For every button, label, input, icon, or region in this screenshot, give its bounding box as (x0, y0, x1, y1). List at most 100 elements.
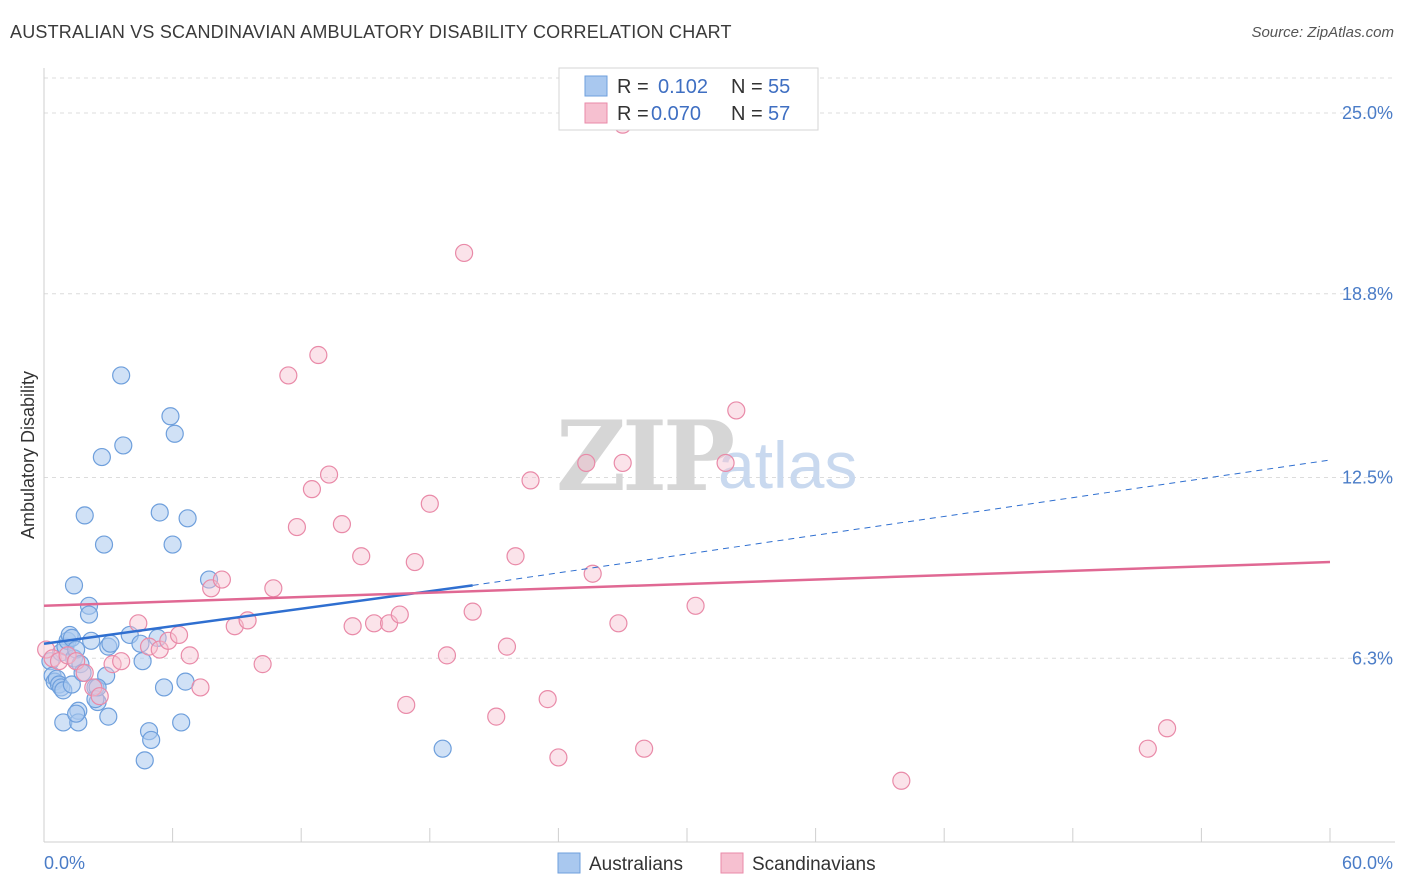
scandinavians-point (497, 637, 517, 656)
scandinavians-point (352, 547, 371, 566)
y-tick-label: 25.0% (1342, 103, 1393, 123)
x-tick-label: 0.0% (44, 853, 85, 873)
source-label: Source: ZipAtlas.com (1251, 24, 1394, 41)
scandinavians-point (549, 748, 568, 767)
scandinavians-point (159, 631, 178, 650)
legend-n-value: 57 (768, 103, 790, 125)
scandinavians-point (139, 637, 159, 656)
scandinavians-point (454, 243, 474, 263)
scandinavians-point (487, 707, 506, 726)
australians-trend-line (43, 584, 473, 645)
legend-r-value: 0.102 (658, 76, 708, 98)
scandinavians-point (506, 547, 525, 566)
scandinavians-point (319, 465, 339, 484)
australians-point (142, 730, 161, 750)
y-axis-title: Ambulatory Disability (18, 371, 38, 539)
australians-point (75, 506, 94, 525)
scandinavians-point (264, 579, 283, 598)
scandinavians-point (191, 678, 210, 697)
legend-label-australians: Australians (589, 854, 683, 875)
scandinavians-point (635, 739, 654, 758)
scandinavians-point (397, 695, 416, 715)
chart-title: AUSTRALIAN VS SCANDINAVIAN AMBULATORY DI… (10, 22, 732, 42)
scandinavians-point (112, 652, 131, 671)
australians-point (150, 503, 169, 522)
australians-point (82, 631, 101, 650)
australians-point (178, 509, 197, 528)
australians-point (62, 675, 81, 694)
scandinavians-point (437, 646, 457, 665)
legend-r-value: 0.070 (651, 103, 701, 125)
axes (43, 68, 1395, 843)
legend-swatch-scandinavians (584, 102, 608, 124)
legend-r-label: R = (617, 103, 649, 125)
legend-swatch-scandinavians (720, 852, 744, 874)
australians-point (99, 707, 118, 726)
australians-point (135, 751, 154, 770)
x-tick-label: 60.0% (1342, 853, 1393, 873)
scandinavians-point (169, 625, 189, 645)
scandinavians-point (613, 453, 632, 473)
scandinavians-point (287, 517, 307, 537)
scandinavians-points (37, 115, 1177, 790)
australians-point (163, 535, 182, 554)
scandinavians-point (253, 655, 272, 674)
legend-n-label: N = (731, 76, 763, 98)
watermark-zip: ZIP (556, 400, 733, 513)
australians-point (433, 739, 452, 758)
australians-point (154, 678, 174, 697)
stats-legend: R = 0.102 N = 55 R = 0.070 N = 57 (558, 67, 819, 131)
australians-point (94, 535, 114, 554)
scandinavians-point (538, 690, 557, 709)
grid-lines (44, 77, 1395, 659)
australians-point (92, 447, 111, 467)
australians-point (161, 407, 180, 426)
australians-point (101, 634, 120, 653)
scandinavians-point (75, 663, 94, 682)
australians-point (79, 605, 99, 624)
legend-n-label: N = (731, 103, 763, 125)
legend-swatch-australians (557, 852, 581, 874)
australians-points (41, 366, 452, 770)
australians-point (165, 424, 184, 443)
legend-r-label: R = (617, 76, 649, 98)
scandinavians-point (364, 614, 384, 633)
australians-point (172, 713, 191, 732)
scandinavians-point (716, 453, 735, 473)
australians-point (64, 576, 84, 595)
australians-point (67, 704, 86, 723)
y-tick-label: 18.8% (1342, 284, 1393, 304)
legend-swatch-australians (584, 75, 608, 97)
scandinavians-trend-line (43, 560, 1331, 608)
watermark-atlas: atlas (718, 428, 857, 502)
legend-n-value: 55 (768, 76, 790, 98)
australians-point (112, 366, 131, 385)
scandinavians-point (463, 602, 482, 621)
watermark: ZIP atlas (556, 400, 857, 513)
scandinavians-point (90, 687, 109, 706)
scandinavians-point (1138, 739, 1157, 758)
scandinavians-point (727, 401, 746, 420)
scandinavians-point (583, 564, 602, 583)
scandinavians-point (309, 345, 328, 365)
tick-labels: 6.3% 12.5% 18.8% 25.0% 0.0% 60.0% (44, 103, 1393, 873)
scandinavians-point (180, 646, 199, 665)
legend-label-scandinavians: Scandinavians (752, 854, 876, 875)
trend-lines (43, 459, 1331, 645)
series-legend: Australians Scandinavians (557, 852, 876, 875)
scandinavians-point (420, 494, 439, 513)
y-tick-label: 12.5% (1342, 467, 1393, 487)
scandinavians-point (390, 605, 409, 624)
australians-trend-extension (472, 459, 1331, 586)
scandinavians-point (892, 771, 911, 790)
scandinavians-point (302, 480, 322, 499)
scandinavians-point (279, 366, 298, 385)
australians-point (114, 436, 133, 455)
scandinavians-point (521, 471, 540, 490)
scandinavians-point (686, 596, 705, 615)
scandinavians-point (343, 617, 362, 636)
scandinavians-point (609, 614, 628, 633)
scandinavians-point (1158, 719, 1177, 738)
scandinavians-point (405, 552, 424, 572)
